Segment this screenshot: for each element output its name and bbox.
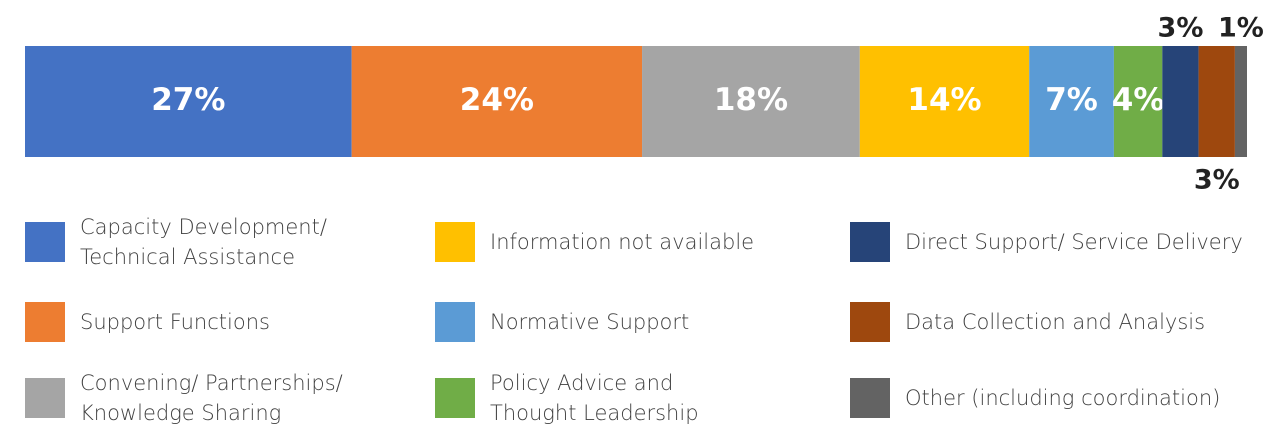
legend-item: Other (including coordination)	[850, 368, 1265, 428]
legend-item: Direct Support/ Service Delivery	[850, 212, 1265, 272]
bar-segment	[859, 46, 1030, 157]
legend-label: Other (including coordination)	[905, 386, 1221, 410]
legend-item: Capacity Development/ Technical Assistan…	[25, 212, 390, 272]
legend-swatch	[25, 378, 65, 418]
legend-label: Convening/ Partnerships/ Knowledge Shari…	[80, 371, 343, 425]
legend-item: Normative Support	[435, 292, 850, 352]
bar-area: 27% 24% 18% 14% 7% 4% 3% 3% 1%	[25, 13, 1264, 196]
bar-segment	[1029, 46, 1114, 157]
legend-swatch	[25, 302, 65, 342]
legend-label: Information not available	[490, 230, 755, 254]
segment-label: 27%	[151, 82, 225, 118]
segment-label: 3%	[1194, 165, 1240, 196]
legend-label: Data Collection and Analysis	[905, 310, 1206, 334]
legend-swatch	[435, 378, 475, 418]
segment-label: 14%	[907, 82, 981, 118]
bar-segment	[25, 46, 352, 157]
legend-label: Normative Support	[490, 310, 690, 334]
legend-swatch	[850, 378, 890, 418]
legend-label: Policy Advice and Thought Leadership	[490, 371, 699, 425]
bar-segment	[1162, 46, 1199, 157]
legend-label: Capacity Development/ Technical Assistan…	[80, 215, 327, 269]
legend-item: Convening/ Partnerships/ Knowledge Shari…	[25, 368, 390, 428]
legend-item: Policy Advice and Thought Leadership	[435, 368, 730, 428]
legend-item: Support Functions	[25, 292, 440, 352]
legend-swatch	[435, 302, 475, 342]
legend-label: Direct Support/ Service Delivery	[905, 230, 1243, 254]
legend-swatch	[25, 222, 65, 262]
segment-label: 1%	[1218, 13, 1264, 44]
legend-swatch	[435, 222, 475, 262]
segment-label: 18%	[714, 82, 788, 118]
segment-label: 4%	[1112, 82, 1165, 118]
segment-label: 7%	[1045, 82, 1098, 118]
bar-segment	[1113, 46, 1163, 157]
bar-segment	[1234, 46, 1247, 157]
legend-swatch	[850, 222, 890, 262]
segment-label: 3%	[1158, 13, 1204, 44]
bar-segment	[642, 46, 860, 157]
legend-swatch	[850, 302, 890, 342]
bar-segment	[351, 46, 643, 157]
legend-label: Support Functions	[80, 310, 270, 334]
legend-item: Information not available	[435, 212, 850, 272]
legend-item: Data Collection and Analysis	[850, 292, 1265, 352]
bar-segment	[1198, 46, 1235, 157]
segment-label: 24%	[460, 82, 534, 118]
